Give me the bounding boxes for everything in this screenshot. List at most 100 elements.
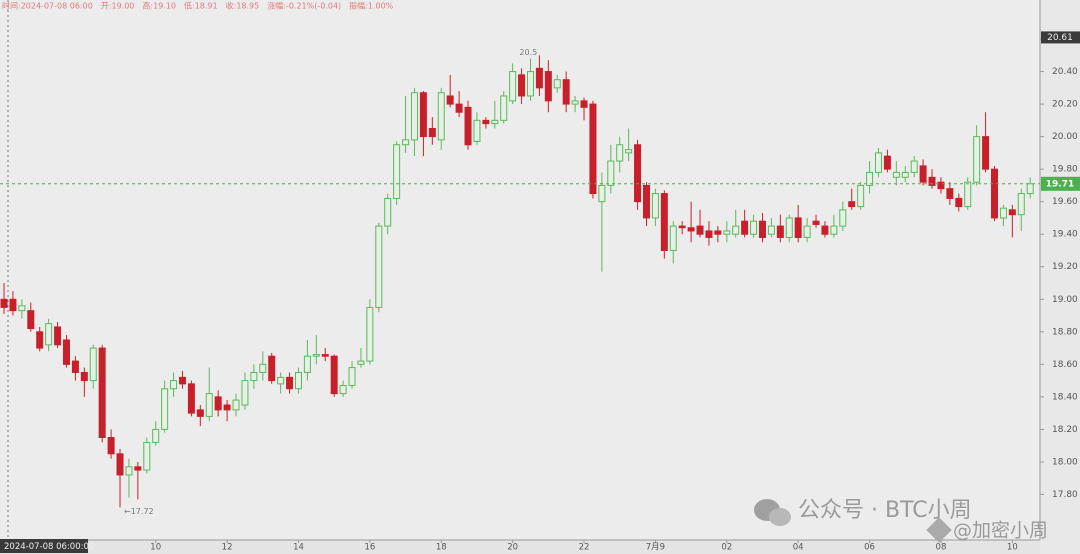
candle-body — [402, 139, 410, 146]
watermark: 公众号 · BTC小周 @加密小周 — [754, 498, 1048, 543]
candle-body — [286, 376, 294, 390]
candle-body — [678, 225, 686, 229]
candle-body — [741, 220, 749, 235]
candle-body — [107, 437, 115, 455]
candle-body — [9, 298, 17, 312]
candle-body — [946, 188, 954, 199]
candle-body — [482, 119, 490, 125]
candle-body — [1017, 193, 1025, 216]
candle-body — [785, 217, 793, 238]
candle-body — [999, 207, 1007, 219]
candle-body — [616, 144, 624, 162]
candle-body — [214, 396, 222, 411]
y-tick-label: 20.40 — [1052, 67, 1078, 77]
last-price-label: 19.71 — [1046, 179, 1074, 189]
candle-body — [544, 71, 552, 102]
candle-body — [982, 136, 990, 170]
candle-body — [1026, 183, 1034, 195]
candle-body — [205, 393, 213, 417]
candle-body — [98, 347, 106, 439]
candle-body — [758, 220, 766, 238]
candle-body — [687, 227, 695, 232]
candle-body — [89, 347, 97, 382]
candle-body — [312, 354, 320, 357]
candle-body — [303, 355, 311, 373]
candle-body — [937, 181, 945, 190]
candle-body — [526, 71, 534, 97]
top-price-label: 20.61 — [1047, 33, 1073, 43]
candle-body — [660, 193, 668, 251]
candle-body — [625, 149, 633, 154]
x-tick-label: 7月9 — [646, 543, 665, 553]
y-tick-label: 18.00 — [1052, 457, 1078, 467]
candle-body — [705, 230, 713, 238]
candle-body — [750, 220, 758, 235]
y-axis-area — [1040, 0, 1080, 554]
candle-body — [874, 152, 882, 173]
candle-body — [134, 466, 142, 471]
candle-body — [651, 193, 659, 219]
candle-body — [384, 197, 392, 227]
x-axis-area — [0, 540, 1040, 554]
candle-body — [892, 171, 900, 178]
candle-body — [161, 388, 169, 430]
y-tick-label: 19.40 — [1052, 230, 1078, 240]
info-item: 涨幅:-0.21%(-0.04) — [267, 1, 341, 11]
x-tick-label: 02 — [721, 543, 732, 553]
candle-body — [598, 184, 606, 203]
x-tick-label: 10 — [1007, 543, 1018, 553]
candle-body — [500, 95, 508, 121]
candle-body — [375, 225, 383, 308]
candle-body — [330, 355, 338, 395]
watermark-text: 公众号 · BTC小周 — [798, 498, 972, 523]
annotation: ←17.72 — [124, 507, 154, 516]
candle-body — [562, 79, 570, 105]
candle-body — [277, 376, 285, 385]
candle-body — [607, 160, 615, 186]
x-tick-label: 08 — [936, 543, 947, 553]
candle-body — [143, 441, 151, 471]
candle-body — [178, 376, 186, 385]
candle-body — [535, 67, 543, 89]
candle-body — [821, 225, 829, 235]
y-tick-label: 18.40 — [1052, 392, 1078, 402]
candle-body — [964, 181, 972, 208]
y-tick-label: 17.80 — [1052, 490, 1078, 500]
candle-body — [714, 230, 722, 235]
candle-body — [839, 209, 847, 227]
x-tick-label: 22 — [579, 543, 590, 553]
candle-body — [857, 184, 865, 208]
candle-body — [473, 119, 481, 143]
candle-body — [509, 71, 517, 102]
candle-body — [223, 404, 231, 411]
candle-body — [80, 371, 88, 382]
info-item: 开:19.00 — [101, 2, 135, 11]
y-tick-label: 19.60 — [1052, 197, 1078, 207]
candle-body — [348, 367, 356, 386]
x-tick-label: 18 — [436, 543, 447, 553]
candle-body — [1008, 209, 1016, 216]
candle-body — [116, 453, 124, 476]
candle-body — [919, 165, 927, 183]
candle-body — [152, 428, 160, 443]
info-item: 收:18.95 — [226, 1, 260, 11]
y-tick-label: 18.60 — [1052, 360, 1078, 370]
info-item: 低:18.91 — [184, 1, 218, 11]
candle-body — [642, 184, 650, 219]
candle-body — [410, 92, 418, 141]
y-tick-label: 19.80 — [1052, 165, 1078, 175]
candle-body — [419, 92, 427, 138]
candle-body — [866, 171, 874, 186]
candle-body — [250, 371, 258, 382]
wechat-icon — [769, 508, 791, 526]
logo-icon — [926, 517, 952, 543]
annotation: 20.5 — [519, 48, 537, 57]
candle-body — [571, 100, 579, 105]
candle-body — [339, 384, 347, 395]
last-price-box — [1041, 176, 1080, 191]
candle-body — [393, 144, 401, 199]
top-price-box — [1041, 31, 1080, 44]
candle-body — [910, 160, 918, 173]
candle-body — [45, 323, 53, 346]
